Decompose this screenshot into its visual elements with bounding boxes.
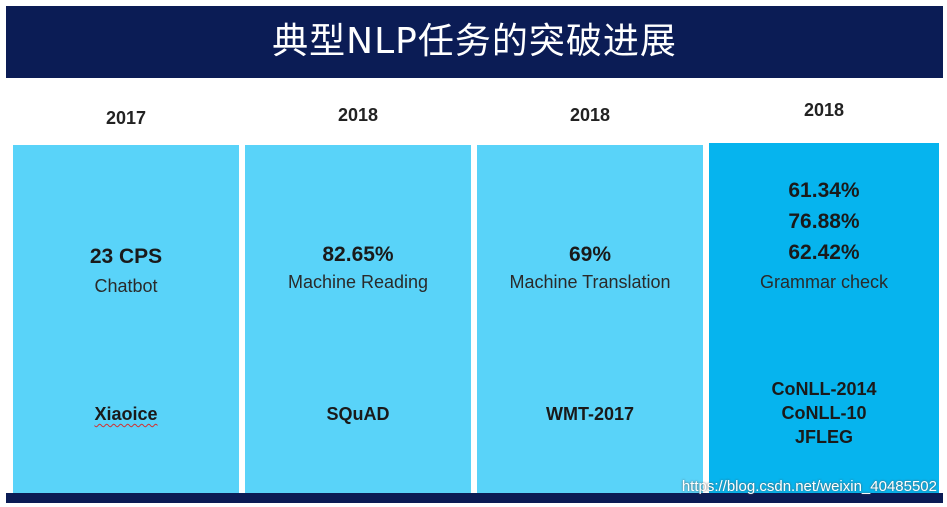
dataset-name-1: CoNLL-2014 — [771, 379, 877, 399]
year-label-grammar-check: 2018 — [803, 100, 845, 120]
year-label-machine-translation: 2018 — [569, 105, 611, 125]
task-label: Machine Reading — [287, 272, 429, 292]
year-label-machine-reading: 2018 — [337, 105, 379, 125]
dataset-label: SQuAD — [326, 404, 390, 424]
title-banner: 典型NLP任务的突破进展 — [6, 6, 943, 78]
metric-value-1: 61.34% — [788, 179, 860, 202]
metric-value: 82.65% — [322, 243, 394, 266]
task-label: Grammar check — [759, 272, 889, 292]
metric-value: 23 CPS — [89, 245, 163, 268]
task-label: Machine Translation — [509, 272, 671, 292]
dataset-name-3: JFLEG — [794, 427, 853, 447]
metric-value-3: 62.42% — [788, 241, 860, 264]
metric-value-2: 76.88% — [788, 210, 860, 233]
dataset-name: Xiaoice — [94, 404, 158, 424]
dataset-name-2: CoNLL-10 — [781, 403, 867, 423]
slide-title: 典型NLP任务的突破进展 — [272, 21, 677, 62]
metric-value: 69% — [568, 243, 612, 266]
card-machine-reading: 82.65% Machine Reading SQuAD — [245, 145, 471, 493]
dataset-list: CoNLL-2014 CoNLL-10 JFLEG — [709, 377, 939, 449]
year-label-chatbot: 2017 — [105, 108, 147, 128]
card-grammar-check: 61.34% 76.88% 62.42% Grammar check CoNLL… — [709, 143, 939, 493]
card-chatbot: 23 CPS Chatbot Xiaoice — [13, 145, 239, 493]
dataset-label: WMT-2017 — [545, 404, 635, 424]
footer-bar — [6, 493, 943, 503]
task-label: Chatbot — [94, 276, 158, 296]
dataset-label: Xiaoice — [13, 404, 239, 425]
card-machine-translation: 69% Machine Translation WMT-2017 — [477, 145, 703, 493]
watermark-text: https://blog.csdn.net/weixin_40485502 — [681, 478, 937, 495]
